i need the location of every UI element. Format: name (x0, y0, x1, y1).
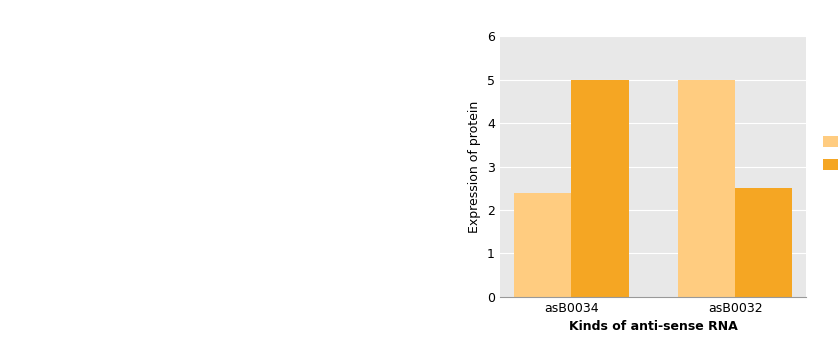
Bar (735, 188, 792, 297)
Legend: proteinA, proteinB: proteinA, proteinB (819, 132, 840, 175)
Bar (514, 193, 571, 297)
X-axis label: Kinds of anti-sense RNA: Kinds of anti-sense RNA (569, 320, 738, 333)
Bar (678, 80, 735, 297)
Bar (571, 80, 628, 297)
Y-axis label: Expression of protein: Expression of protein (469, 100, 481, 233)
